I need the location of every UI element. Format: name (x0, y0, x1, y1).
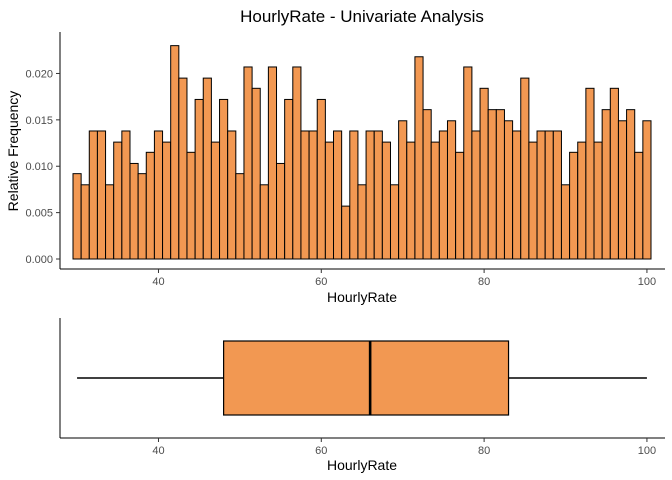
histogram-bar (243, 66, 253, 260)
x-tick-label: 100 (638, 276, 656, 288)
histogram-bar (642, 120, 652, 260)
histogram-bar (528, 141, 538, 260)
histogram-bar (634, 151, 644, 260)
histogram-bar (170, 45, 180, 260)
histogram-bar (389, 184, 400, 260)
histogram-bar (512, 130, 522, 260)
histogram-bar (520, 77, 530, 260)
histogram-bar (406, 141, 416, 260)
histogram-bar (349, 130, 359, 260)
boxplot-panel: 40 60 80 100 HourlyRate (59, 318, 665, 473)
box-x-axis-ticks: 40 60 80 100 (152, 438, 656, 457)
histogram-bar (284, 98, 294, 260)
x-tick-label: 80 (478, 276, 490, 288)
box-x-tick-label: 100 (638, 445, 656, 457)
histogram-bar (219, 98, 229, 260)
y-tick-label: 0.010 (25, 161, 53, 173)
histogram-bar (536, 130, 546, 260)
histogram-bar (308, 130, 318, 260)
boxplot (77, 340, 647, 416)
histogram-bar (463, 66, 473, 260)
y-axis-ticks: 0.000 0.005 0.010 0.015 0.020 (25, 68, 60, 266)
histogram-bar (593, 141, 603, 260)
y-tick-label: 0.000 (25, 254, 53, 266)
histogram-bar (487, 109, 497, 260)
histogram-bar (162, 141, 172, 260)
histogram-bar (446, 120, 457, 260)
histogram-bar (471, 130, 481, 260)
histogram-bar (121, 130, 131, 260)
box-x-tick-label: 40 (152, 445, 164, 457)
histogram-bar (88, 130, 98, 260)
x-axis-title: HourlyRate (327, 289, 397, 305)
histogram-bar (552, 130, 562, 260)
histogram-bar (626, 109, 636, 260)
histogram-bar (276, 162, 286, 260)
histogram-bar (333, 130, 343, 260)
histogram-bar (398, 120, 408, 260)
histogram-bar (80, 184, 90, 260)
box-x-tick-label: 60 (315, 445, 327, 457)
histogram-bar (235, 173, 245, 260)
histogram-bar (373, 130, 383, 260)
histogram-bar (479, 87, 489, 260)
histogram-bar (609, 87, 619, 260)
box-x-tick-label: 80 (478, 445, 490, 457)
histogram-bar (292, 66, 302, 260)
histogram-bar (455, 151, 465, 260)
histogram-bar (357, 184, 367, 260)
histogram-bar (153, 130, 164, 260)
y-tick-label: 0.005 (25, 208, 53, 220)
histogram-bar (341, 205, 351, 260)
histogram-bar (202, 77, 212, 260)
chart-title: HourlyRate - Univariate Analysis (240, 7, 484, 26)
histogram-bar (137, 173, 147, 260)
histogram-bar (178, 77, 188, 260)
histogram-bar (560, 184, 571, 260)
histogram-bar (617, 120, 628, 260)
histogram-bar (194, 98, 204, 260)
histogram-bar (105, 184, 115, 260)
x-axis-ticks: 40 60 80 100 (152, 269, 656, 288)
histogram-bar (585, 87, 595, 260)
interquartile-box (223, 340, 510, 416)
histogram-bar (577, 141, 587, 260)
histogram-bar (422, 109, 432, 260)
histogram-bar (227, 130, 237, 260)
histogram-bar (495, 109, 505, 260)
histogram-bar (414, 56, 424, 260)
histogram-bar (113, 141, 123, 260)
histogram-bar (210, 141, 221, 260)
histogram-bar (503, 120, 514, 260)
histogram-bar (96, 130, 107, 260)
histogram-bar (569, 151, 579, 260)
histogram-bar (381, 141, 391, 260)
histogram-bar (300, 130, 310, 260)
histogram-bar (316, 98, 326, 260)
histogram-bar (259, 184, 269, 260)
x-tick-label: 40 (152, 276, 164, 288)
histogram-bar (251, 87, 261, 260)
histogram-bar (324, 141, 335, 260)
y-tick-label: 0.020 (25, 68, 53, 80)
histogram-bar (365, 130, 375, 260)
x-tick-label: 60 (315, 276, 327, 288)
histogram-bar (430, 141, 440, 260)
y-axis-title: Relative Frequency (5, 91, 21, 212)
histogram-bar (145, 151, 155, 260)
histogram-bar (186, 151, 196, 260)
histogram-bar (544, 130, 554, 260)
histogram-bars (72, 45, 652, 260)
histogram-bar (129, 162, 139, 260)
histogram-bar (72, 173, 82, 260)
histogram-bar (438, 130, 448, 260)
box-x-axis-title: HourlyRate (327, 457, 397, 473)
y-tick-label: 0.015 (25, 115, 53, 127)
histogram-bar (601, 109, 611, 260)
histogram-bar (267, 66, 278, 260)
histogram-panel: HourlyRate - Univariate Analysis 0.0000.… (5, 7, 665, 305)
